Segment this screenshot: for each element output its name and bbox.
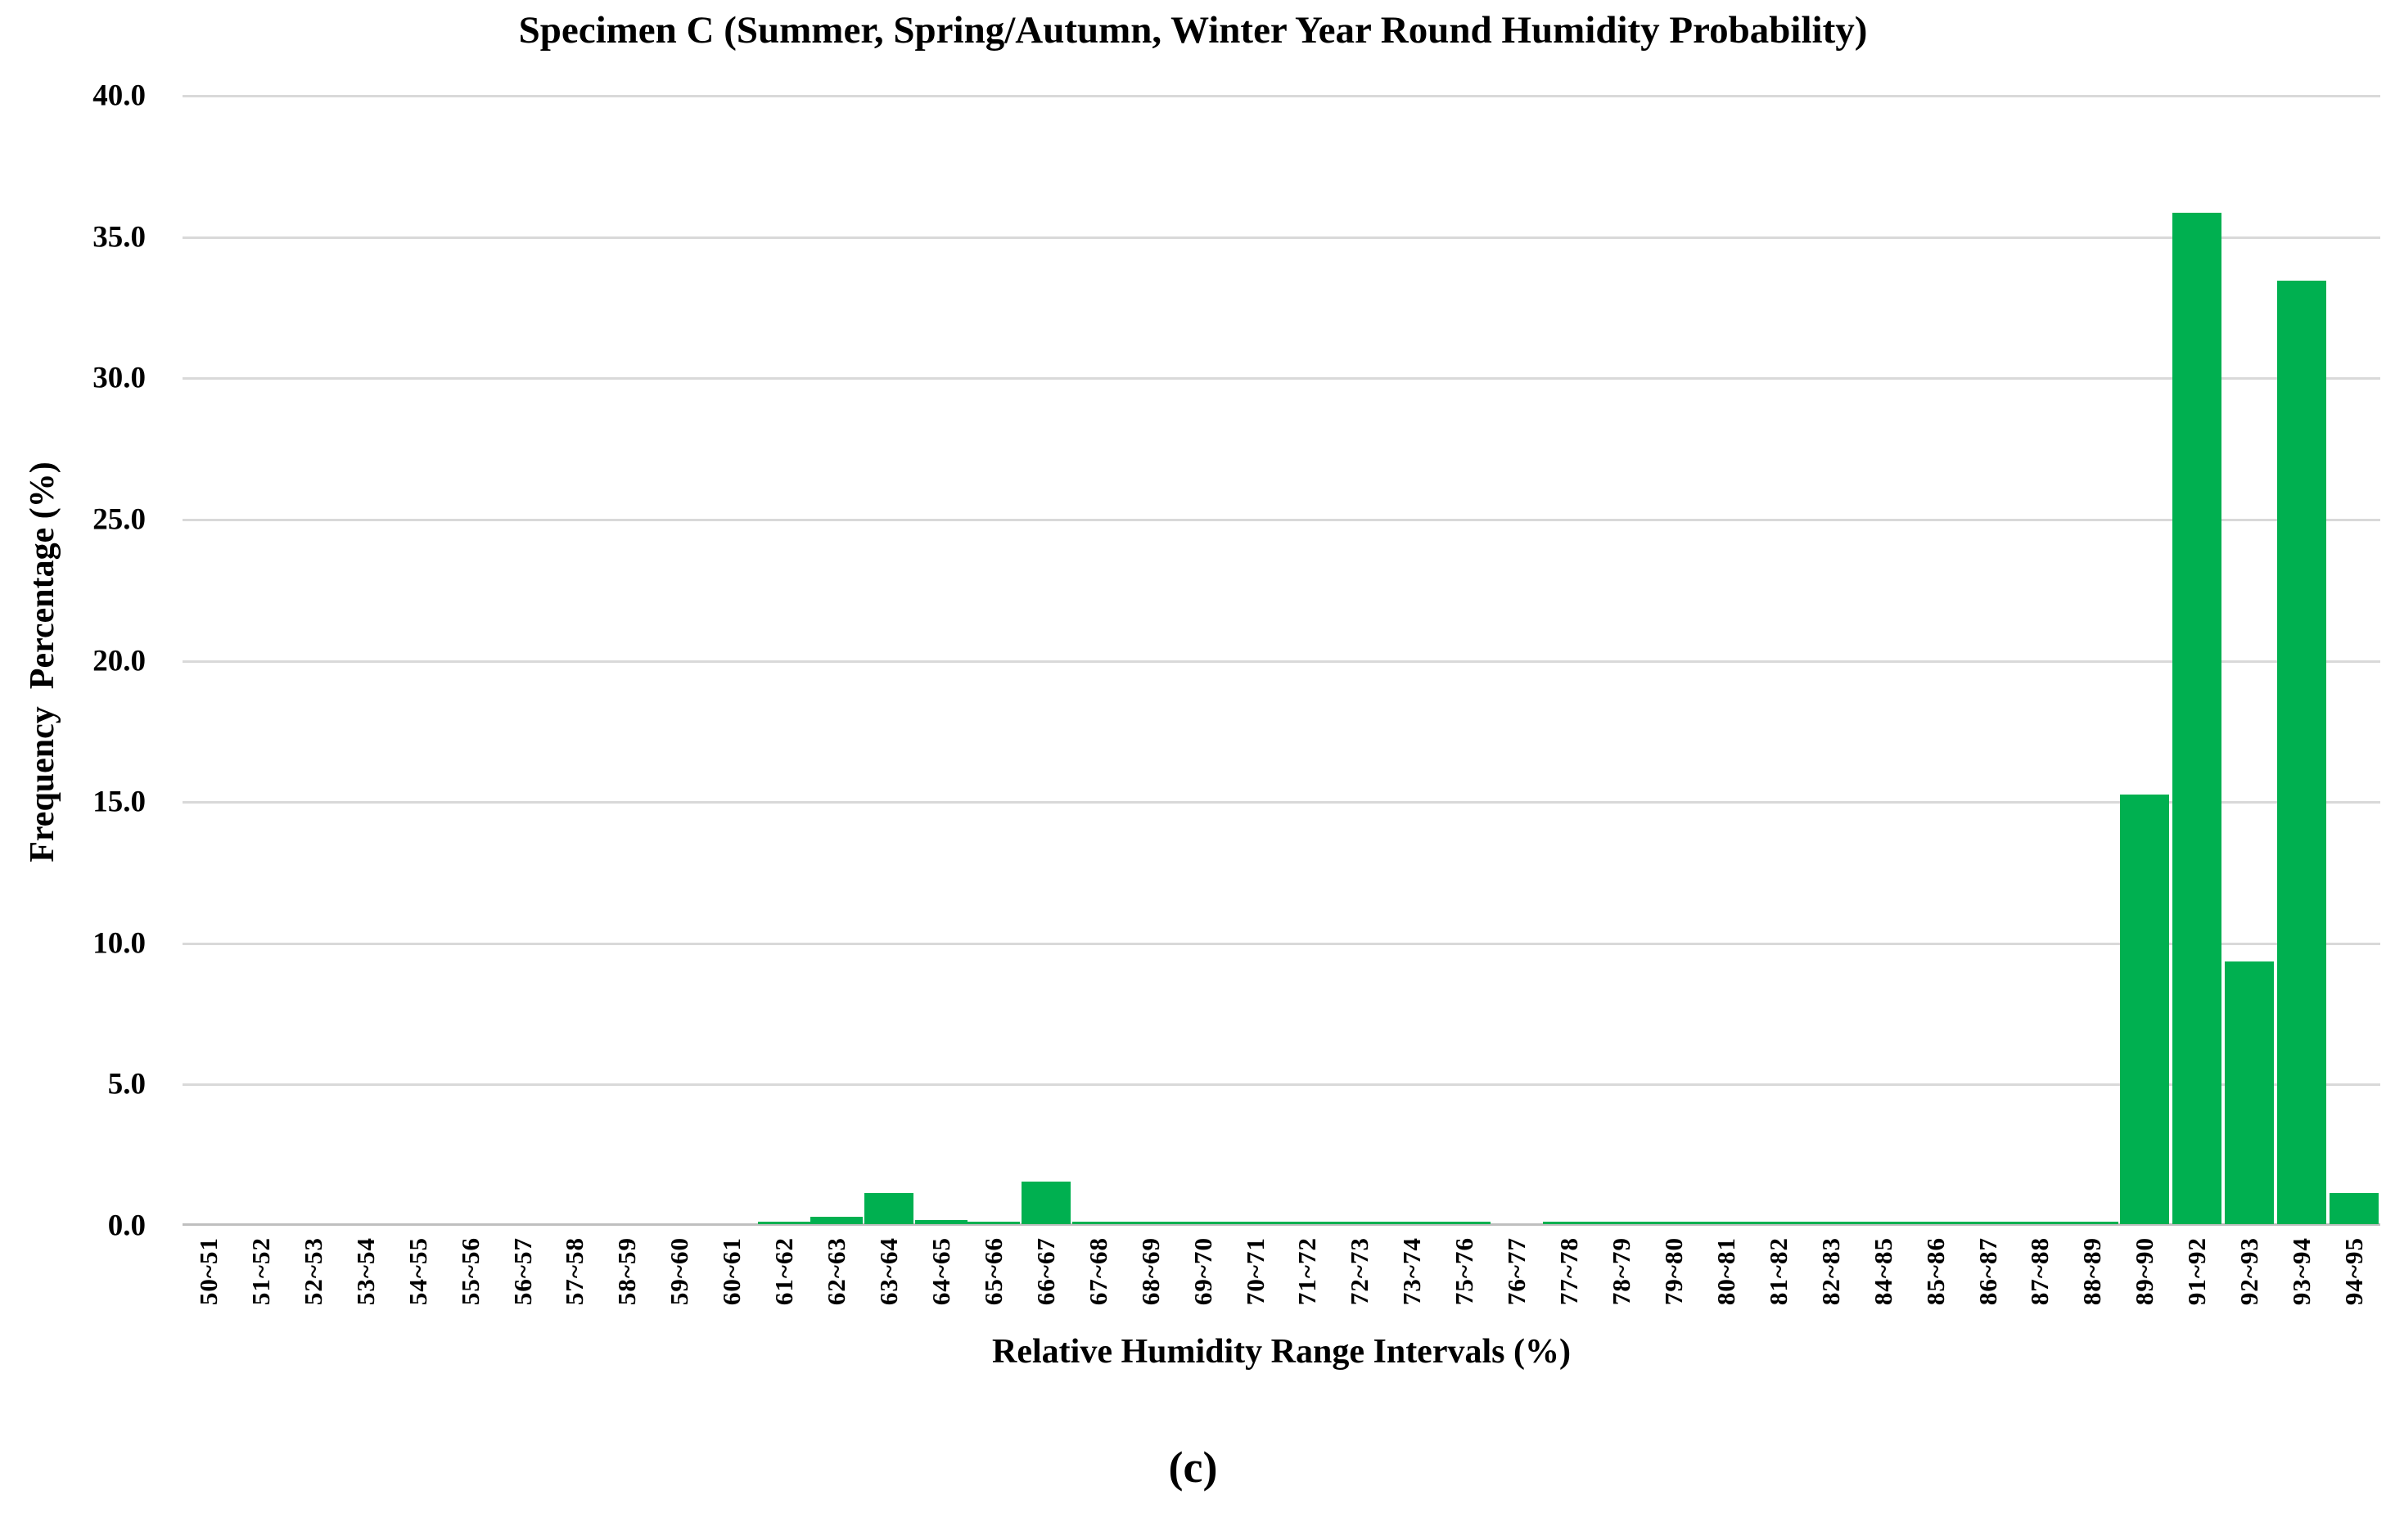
x-tick-label: 82~83 (1815, 1237, 1845, 1306)
x-tick-label: 75~76 (1449, 1237, 1478, 1306)
bar (758, 1222, 810, 1224)
bar (1229, 1222, 1282, 1224)
y-tick-label: 25.0 (92, 502, 146, 537)
bar (1282, 1222, 1334, 1224)
x-tick-label: 58~59 (611, 1237, 641, 1306)
x-tick-label: 73~74 (1396, 1237, 1426, 1306)
bar (1962, 1222, 2014, 1224)
y-tick-label: 0.0 (107, 1209, 146, 1243)
bar (2172, 213, 2221, 1224)
x-tick-label: 63~64 (873, 1237, 903, 1306)
bar (864, 1193, 913, 1224)
bar (2225, 961, 2274, 1224)
x-tick-label: 77~78 (1554, 1237, 1583, 1306)
bar (1805, 1222, 1857, 1224)
x-tick-label: 88~89 (2077, 1237, 2106, 1306)
bar (1648, 1222, 1700, 1224)
gridline (183, 377, 2380, 380)
bar (1752, 1222, 1805, 1224)
x-tick-label: 50~51 (193, 1237, 223, 1306)
x-axis-line (183, 1223, 2380, 1226)
bar (967, 1222, 1020, 1224)
x-tick-label: 81~82 (1763, 1237, 1793, 1306)
bar (2120, 795, 2169, 1224)
x-tick-label: 72~73 (1344, 1237, 1373, 1306)
bar (1072, 1222, 1125, 1224)
bar (2277, 281, 2326, 1224)
bar (1177, 1222, 1229, 1224)
y-tick-label: 5.0 (107, 1067, 146, 1101)
bar (1125, 1222, 1177, 1224)
x-tick-label: 65~66 (978, 1237, 1008, 1306)
x-tick-label: 69~70 (1188, 1237, 1217, 1306)
x-tick-label: 68~69 (1135, 1237, 1165, 1306)
y-tick-label: 30.0 (92, 361, 146, 395)
y-tick-label: 35.0 (92, 220, 146, 254)
gridline (183, 1083, 2380, 1086)
gridline (183, 660, 2380, 663)
x-tick-label: 59~60 (664, 1237, 693, 1306)
x-tick-label: 60~61 (716, 1237, 746, 1306)
gridline (183, 95, 2380, 97)
x-tick-label: 52~53 (298, 1237, 327, 1306)
x-tick-label: 64~65 (926, 1237, 955, 1306)
x-tick-label: 76~77 (1501, 1237, 1531, 1306)
x-tick-label: 89~90 (2129, 1237, 2158, 1306)
bar (1386, 1222, 1438, 1224)
x-tick-label: 66~67 (1031, 1237, 1060, 1306)
figure-caption: (c) (1168, 1443, 1218, 1492)
x-tick-label: 87~88 (2024, 1237, 2054, 1306)
y-tick-label: 10.0 (92, 926, 146, 961)
bar (1700, 1222, 1752, 1224)
bar (1543, 1222, 1595, 1224)
x-tick-label: 94~95 (2339, 1237, 2368, 1306)
gridline (183, 519, 2380, 521)
x-tick-label: 56~57 (507, 1237, 537, 1306)
x-tick-label: 85~86 (1920, 1237, 1950, 1306)
x-tick-label: 54~55 (403, 1237, 432, 1306)
x-tick-label: 51~52 (246, 1237, 275, 1306)
bar (2330, 1193, 2379, 1224)
y-tick-label: 20.0 (92, 644, 146, 678)
bar (915, 1220, 967, 1224)
x-tick-label: 70~71 (1240, 1237, 1270, 1306)
bar (1333, 1222, 1386, 1224)
x-tick-label: 62~63 (821, 1237, 850, 1306)
y-tick-label: 40.0 (92, 79, 146, 113)
bar (2066, 1222, 2118, 1224)
bar (1595, 1222, 1648, 1224)
x-tick-label: 79~80 (1658, 1237, 1688, 1306)
x-tick-label: 61~62 (769, 1237, 798, 1306)
plot-area (183, 95, 2380, 1226)
bar (1438, 1222, 1491, 1224)
x-axis-title: Relative Humidity Range Intervals (%) (992, 1333, 1571, 1371)
x-tick-label: 80~81 (1711, 1237, 1740, 1306)
x-tick-label: 67~68 (1083, 1237, 1112, 1306)
chart-title: Specimen C (Summer, Spring/Autumn, Winte… (518, 9, 1868, 52)
gridline (183, 801, 2380, 804)
x-tick-label: 71~72 (1292, 1237, 1321, 1306)
bar (2014, 1222, 2067, 1224)
gridline (183, 236, 2380, 239)
x-tick-label: 53~54 (350, 1237, 380, 1306)
bar (1910, 1222, 1962, 1224)
bar (1022, 1182, 1071, 1224)
x-tick-label: 91~92 (2181, 1237, 2211, 1306)
bar (810, 1217, 863, 1224)
x-tick-label: 84~85 (1868, 1237, 1897, 1306)
bar (1857, 1222, 1910, 1224)
x-tick-label: 57~58 (559, 1237, 589, 1306)
x-tick-label: 86~87 (1973, 1237, 2002, 1306)
x-tick-label: 78~79 (1606, 1237, 1635, 1306)
gridline (183, 943, 2380, 945)
x-tick-label: 93~94 (2286, 1237, 2316, 1306)
x-tick-label: 55~56 (455, 1237, 485, 1306)
x-tick-label: 92~93 (2234, 1237, 2263, 1306)
y-tick-label: 15.0 (92, 785, 146, 819)
